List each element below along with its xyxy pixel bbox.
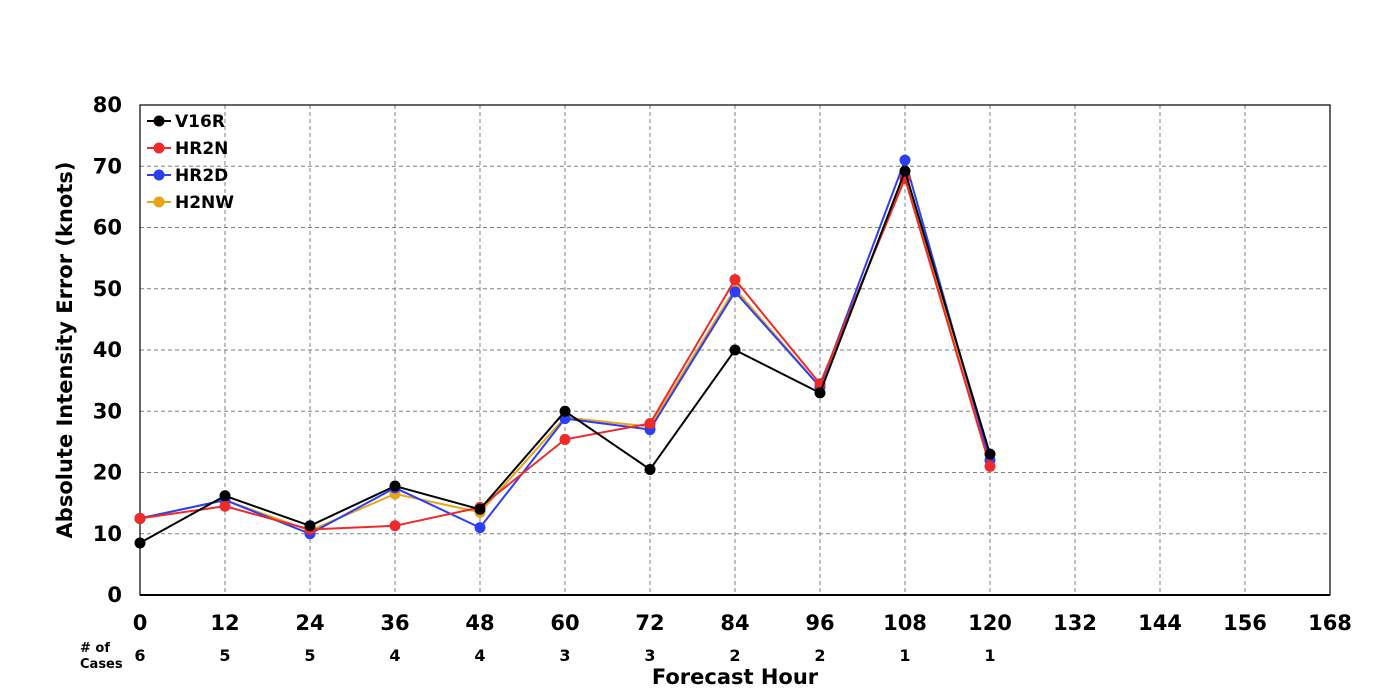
data-point (984, 448, 996, 460)
x-tick-label: 168 (1308, 611, 1352, 635)
x-axis-title: Forecast Hour (652, 665, 819, 689)
legend-marker (153, 196, 165, 208)
legend-item: H2NW (147, 193, 234, 213)
y-tick-labels: 0 10 20 30 40 50 60 70 80 (93, 93, 122, 607)
case-count-label: 1 (984, 646, 995, 665)
x-tick-label: 132 (1053, 611, 1097, 635)
x-tick-label: 96 (805, 611, 834, 635)
legend-label: HR2N (175, 139, 228, 159)
x-tick-label: 84 (720, 611, 749, 635)
case-count-label: 3 (559, 646, 570, 665)
cases-row: # of Cases 6 5 5 4 4 3 3 2 2 1 1 (80, 641, 996, 672)
data-point (389, 480, 401, 492)
case-count-label: 4 (389, 646, 400, 665)
case-count-label: 1 (899, 646, 910, 665)
legend-item: HR2N (147, 139, 228, 159)
x-tick-label: 0 (133, 611, 148, 635)
data-point (134, 537, 146, 549)
x-tick-label: 72 (635, 611, 664, 635)
x-tick-label: 48 (465, 611, 494, 635)
case-count-label: 3 (644, 646, 655, 665)
series-layer (134, 154, 996, 549)
data-point (729, 274, 741, 286)
case-count-label: 5 (219, 646, 230, 665)
data-point (814, 387, 826, 399)
case-count-label: 2 (729, 646, 740, 665)
x-tick-label: 120 (968, 611, 1012, 635)
x-tick-labels: 0 12 24 36 48 60 72 84 96 108 120 132 144 156 168 (133, 611, 1352, 635)
data-point (304, 520, 316, 532)
data-point (219, 490, 231, 502)
legend-item: HR2D (147, 166, 228, 186)
y-tick-label: 0 (107, 583, 122, 607)
legend: V16R HR2N HR2D H2NW (147, 112, 234, 213)
y-axis-title: Absolute Intensity Error (knots) (53, 162, 77, 539)
data-point (474, 503, 486, 515)
x-tick-label: 36 (380, 611, 409, 635)
series-v16r (134, 165, 996, 549)
data-point (559, 405, 571, 417)
data-point (899, 154, 911, 166)
data-point (219, 500, 231, 512)
y-tick-label: 60 (93, 216, 122, 240)
case-count-label: 4 (474, 646, 485, 665)
legend-marker (153, 115, 165, 127)
y-tick-label: 40 (93, 338, 122, 362)
x-tick-label: 12 (210, 611, 239, 635)
x-tick-label: 24 (295, 611, 324, 635)
y-tick-label: 50 (93, 277, 122, 301)
data-point (474, 522, 486, 534)
legend-label: HR2D (175, 166, 228, 186)
data-point (644, 463, 656, 475)
case-count-label: 5 (304, 646, 315, 665)
data-point (559, 433, 571, 445)
case-count-label: 6 (134, 646, 145, 665)
x-tick-label: 108 (883, 611, 927, 635)
data-point (984, 460, 996, 472)
y-tick-label: 10 (93, 522, 122, 546)
legend-item: V16R (147, 112, 225, 132)
legend-marker (153, 142, 165, 154)
data-point (644, 418, 656, 429)
legend-label: H2NW (175, 193, 234, 213)
cases-label-line1: # of (80, 641, 110, 656)
data-point (729, 344, 741, 356)
y-tick-label: 30 (93, 399, 122, 423)
data-point (729, 286, 741, 298)
y-tick-label: 70 (93, 154, 122, 178)
data-point (389, 520, 401, 532)
x-tick-label: 144 (1138, 611, 1182, 635)
x-tick-label: 60 (550, 611, 579, 635)
y-tick-label: 80 (93, 93, 122, 117)
cases-label-line2: Cases (80, 657, 123, 672)
y-tick-label: 20 (93, 461, 122, 485)
x-tick-label: 156 (1223, 611, 1267, 635)
data-point (134, 512, 146, 524)
case-count-label: 2 (814, 646, 825, 665)
legend-label: V16R (175, 112, 225, 132)
legend-marker (153, 169, 165, 181)
data-point (899, 165, 911, 177)
